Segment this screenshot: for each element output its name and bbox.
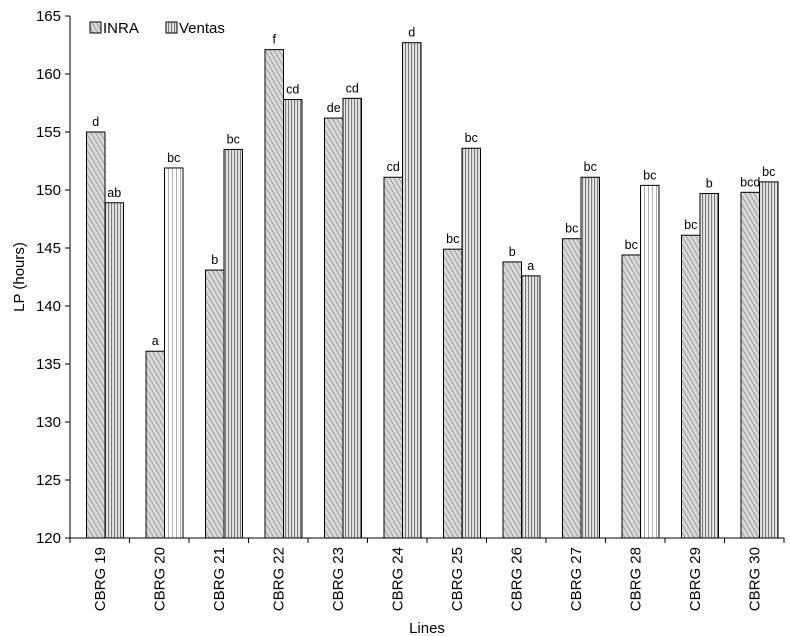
bar-inra-2: [205, 269, 225, 539]
legend-item-inra: INRA: [89, 20, 139, 37]
x-tick-label-4: CBRG 23: [330, 547, 347, 611]
bar-inra-6: [443, 248, 463, 539]
bar-ventas-3: [283, 99, 303, 539]
bar-ventas-7: [521, 275, 541, 539]
data-label-inra-2: b: [211, 253, 218, 267]
y-tick-label-9: 165: [36, 8, 61, 25]
data-label-ventas-11: bc: [762, 165, 775, 179]
bar-inra-9: [621, 254, 641, 539]
x-axis-title: Lines: [409, 620, 445, 636]
y-axis-title: LP (hours): [11, 242, 28, 312]
bar-inra-1: [145, 350, 165, 539]
bar-ventas-2: [223, 148, 243, 539]
x-tick-label-11: CBRG 30: [746, 547, 763, 611]
data-label-ventas-4: cd: [346, 81, 359, 95]
legend-label-ventas: Ventas: [179, 20, 225, 37]
legend-swatch-inra: [89, 21, 102, 34]
bar-inra-11: [740, 191, 760, 539]
data-label-ventas-2: bc: [227, 132, 240, 146]
x-tick-label-5: CBRG 24: [389, 547, 406, 611]
bar-ventas-9: [640, 184, 660, 539]
x-tick-label-7: CBRG 26: [508, 547, 525, 611]
bar-ventas-11: [759, 181, 779, 539]
y-tick-label-0: 120: [36, 530, 61, 547]
y-tick-label-1: 125: [36, 472, 61, 489]
y-tick-label-6: 150: [36, 182, 61, 199]
bar-inra-5: [383, 176, 403, 539]
bars-layer: [86, 42, 779, 539]
data-label-inra-5: cd: [387, 160, 400, 174]
bar-ventas-0: [104, 202, 124, 539]
bar-inra-0: [86, 131, 106, 539]
x-tick-label-1: CBRG 20: [151, 547, 168, 611]
y-tick-label-2: 130: [36, 414, 61, 431]
data-label-ventas-6: bc: [465, 131, 478, 145]
data-label-ventas-7: a: [527, 259, 534, 273]
x-ticks: CBRG 19 CBRG 20 CBRG 21 CBRG 22 CBRG 23 CBRG …: [69, 538, 785, 611]
bar-ventas-10: [699, 192, 719, 539]
y-tick-label-5: 145: [36, 240, 61, 257]
data-label-inra-3: f: [273, 33, 277, 47]
bar-inra-7: [502, 261, 522, 539]
y-tick-label-3: 135: [36, 356, 61, 373]
y-tick-label-8: 160: [36, 66, 61, 83]
bar-ventas-8: [580, 176, 600, 539]
bar-inra-3: [264, 49, 284, 539]
bar-inra-4: [324, 117, 344, 539]
x-tick-label-2: CBRG 21: [211, 547, 228, 611]
bar-inra-8: [562, 238, 582, 539]
data-label-inra-8: bc: [565, 222, 578, 236]
legend: INRA Ventas: [89, 20, 225, 37]
data-label-ventas-3: cd: [286, 83, 299, 97]
data-label-inra-11: bcd: [740, 175, 760, 189]
y-tick-label-4: 140: [36, 298, 61, 315]
x-tick-label-9: CBRG 28: [627, 547, 644, 611]
data-label-inra-9: bc: [625, 238, 638, 252]
data-label-ventas-10: b: [706, 176, 713, 190]
data-label-ventas-1: bc: [167, 151, 180, 165]
bar-ventas-1: [164, 167, 184, 539]
bar-inra-10: [681, 234, 701, 539]
data-label-inra-6: bc: [446, 232, 459, 246]
x-tick-label-8: CBRG 27: [568, 547, 585, 611]
bar-ventas-6: [461, 147, 481, 539]
data-label-inra-4: de: [327, 101, 341, 115]
data-label-ventas-8: bc: [584, 160, 597, 174]
data-label-inra-1: a: [152, 334, 159, 348]
data-label-ventas-9: bc: [643, 168, 656, 182]
x-tick-label-10: CBRG 29: [687, 547, 704, 611]
bar-ventas-5: [402, 42, 422, 539]
y-tick-label-7: 155: [36, 124, 61, 141]
data-label-inra-0: d: [92, 115, 99, 129]
x-tick-label-6: CBRG 25: [449, 547, 466, 611]
x-tick-label-0: CBRG 19: [92, 547, 109, 611]
legend-item-ventas: Ventas: [165, 20, 225, 37]
y-ticks: 120 125 130 135 140 145 150 155 160 165: [36, 8, 70, 547]
data-label-inra-7: b: [509, 245, 516, 259]
data-label-ventas-0: ab: [107, 186, 121, 200]
bar-ventas-4: [342, 97, 362, 539]
data-label-inra-10: bc: [684, 218, 697, 232]
data-label-ventas-5: d: [408, 26, 415, 40]
legend-swatch-ventas: [165, 21, 178, 34]
x-tick-label-3: CBRG 22: [270, 547, 287, 611]
legend-label-inra: INRA: [103, 20, 139, 37]
